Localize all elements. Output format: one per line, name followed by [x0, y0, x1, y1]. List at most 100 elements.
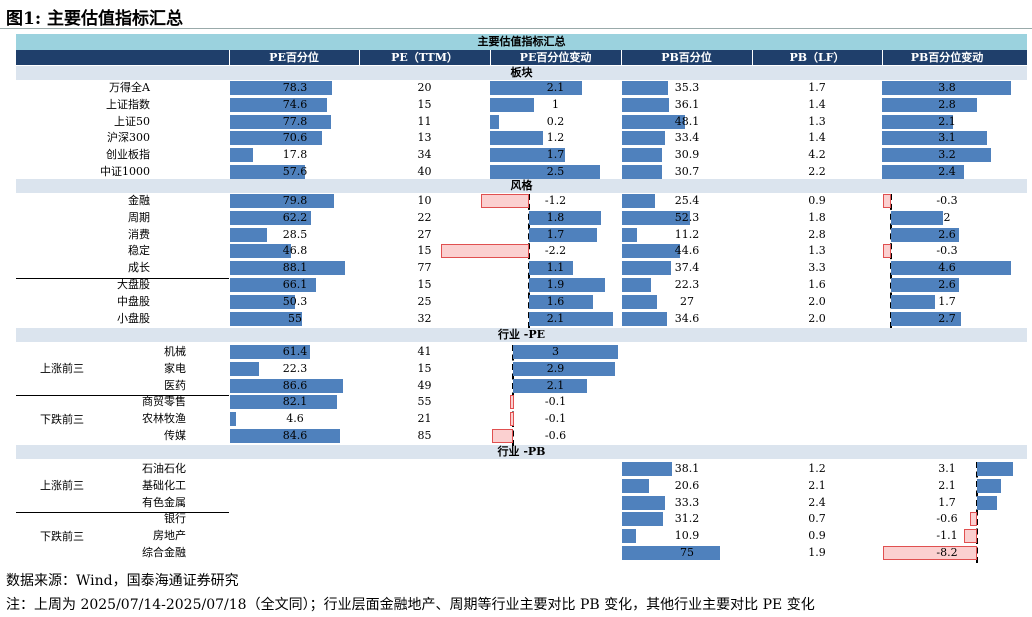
- pb-pct-bar: [622, 512, 663, 527]
- pe-ttm-value: 40: [417, 165, 432, 178]
- section-header-industry-pb: 行业 -PB: [16, 445, 1027, 459]
- pb-chg-bar: [883, 194, 891, 208]
- row-label: 成长: [128, 261, 150, 275]
- pb-pct-value: 34.6: [674, 311, 700, 325]
- pb-pct-bar: [622, 495, 666, 510]
- pb-chg-bar: [977, 495, 997, 510]
- pe-ttm-value: 20: [417, 81, 432, 94]
- pe-pct-value: 55: [288, 311, 302, 325]
- header-divider: [621, 50, 622, 65]
- pb-pct-value: 11.2: [674, 227, 700, 241]
- pe-pct-value: 28.5: [282, 227, 308, 241]
- pe-ttm-value: 55: [417, 395, 432, 409]
- pb-chg-bar: [891, 311, 962, 326]
- row-label: 家电: [164, 361, 186, 375]
- pe-pct-bar: [230, 81, 332, 95]
- pe-pct-bar: [230, 395, 337, 410]
- pe-ttm-value: 85: [417, 429, 432, 442]
- group-label-pe-down: 下跌前三: [40, 413, 84, 426]
- pb-lf-value: 1.2: [808, 462, 826, 475]
- pb-pct-value: 52.3: [674, 210, 700, 224]
- pb-pct-value: 30.7: [674, 165, 700, 178]
- row-label: 金融: [128, 194, 150, 207]
- pb-lf-value: 0.9: [808, 529, 826, 543]
- pe-chg-value: -0.1: [544, 412, 567, 426]
- row-label: 中盘股: [117, 294, 150, 308]
- pe-pct-value: 78.3: [282, 81, 308, 94]
- pe-pct-bar: [230, 412, 236, 427]
- pe-pct-bar: [230, 210, 311, 225]
- pb-chg-bar: [977, 478, 1002, 493]
- pb-lf-value: 0.9: [808, 194, 826, 207]
- pb-chg-bar: [882, 97, 978, 112]
- table-header-row: [16, 50, 1027, 65]
- pe-pct-value: 4.6: [286, 412, 304, 426]
- pe-chg-value: 1.9: [546, 278, 565, 291]
- pb-chg-value: 2.6: [938, 278, 956, 291]
- pe-ttm-value: 15: [417, 244, 432, 258]
- pb-chg-value: 2.8: [938, 97, 956, 111]
- pe-chg-value: 1.6: [546, 294, 565, 308]
- pb-pct-value: 30.9: [674, 148, 700, 162]
- row-label: 上证指数: [106, 97, 150, 111]
- pb-pct-value: 38.1: [674, 462, 700, 475]
- pe-chg-bar: [490, 97, 534, 112]
- row-label: 银行: [164, 512, 186, 526]
- pe-chg-bar: [490, 81, 583, 95]
- pe-pct-value: 62.2: [282, 210, 308, 224]
- pe-pct-bar: [230, 278, 316, 292]
- pe-chg-bar: [490, 165, 600, 179]
- pb-chg-bar: [882, 546, 977, 560]
- pe-pct-value: 61.4: [282, 345, 308, 358]
- pe-pct-value: 82.1: [282, 395, 308, 409]
- pe-pct-value: 88.1: [282, 261, 308, 275]
- pe-pct-bar: [230, 429, 340, 443]
- pe-chg-bar: [513, 361, 615, 376]
- pe-chg-bar: [529, 227, 597, 242]
- pe-chg-value: 3: [552, 345, 559, 358]
- pe-ttm-value: 34: [417, 148, 432, 162]
- pb-pct-bar: [622, 294, 658, 309]
- pb-pct-bar: [622, 311, 667, 326]
- pe-pct-value: 74.6: [282, 97, 308, 111]
- source-note: 数据来源：Wind，国泰海通证券研究: [6, 573, 239, 589]
- pe-chg-value: 1.2: [546, 131, 565, 145]
- section-header-style: 风格: [16, 179, 1027, 193]
- pe-chg-value: 2.1: [546, 81, 565, 94]
- pb-chg-value: 3.2: [938, 148, 956, 162]
- pb-chg-bar: [964, 529, 977, 544]
- pb-pct-bar: [622, 97, 669, 112]
- pb-pct-bar: [622, 148, 663, 163]
- pe-pct-value: 50.3: [282, 294, 308, 308]
- pe-pct-bar: [230, 294, 296, 309]
- pb-chg-value: -0.3: [936, 194, 958, 207]
- row-label: 房地产: [153, 529, 186, 543]
- pb-lf-value: 1.8: [808, 210, 826, 224]
- pb-pct-bar: [622, 244, 680, 259]
- pe-pct-value: 17.8: [282, 148, 308, 162]
- pe-ttm-value: 15: [417, 97, 432, 111]
- pb-chg-value: 2.6: [938, 227, 956, 241]
- pb-pct-bar: [622, 131, 666, 146]
- pe-chg-bar: [513, 378, 587, 393]
- pb-lf-value: 1.7: [808, 81, 826, 94]
- col-header-pb-chg: PB百分位变动: [910, 51, 984, 64]
- pb-pct-value: 75: [680, 546, 694, 559]
- col-header-pe-ttm: PE（TTM）: [391, 51, 458, 64]
- pb-lf-value: 1.4: [808, 97, 826, 111]
- row-label: 创业板指: [106, 148, 150, 162]
- pb-chg-value: 3.8: [938, 81, 956, 94]
- pb-chg-value: 2.7: [938, 311, 956, 325]
- row-label: 小盘股: [117, 311, 150, 325]
- pe-pct-value: 46.8: [282, 244, 308, 258]
- pb-lf-value: 2.0: [808, 311, 826, 325]
- pb-chg-value: -0.3: [936, 244, 958, 258]
- row-label: 稳定: [128, 244, 150, 258]
- pe-pct-value: 79.8: [282, 194, 308, 207]
- row-label: 机械: [164, 345, 186, 358]
- pe-pct-bar: [230, 244, 291, 259]
- pe-pct-value: 66.1: [282, 278, 308, 291]
- pe-ttm-value: 10: [417, 194, 432, 207]
- section-header-industry-pe: 行业 -PE: [16, 328, 1027, 342]
- pb-lf-value: 1.9: [808, 546, 826, 559]
